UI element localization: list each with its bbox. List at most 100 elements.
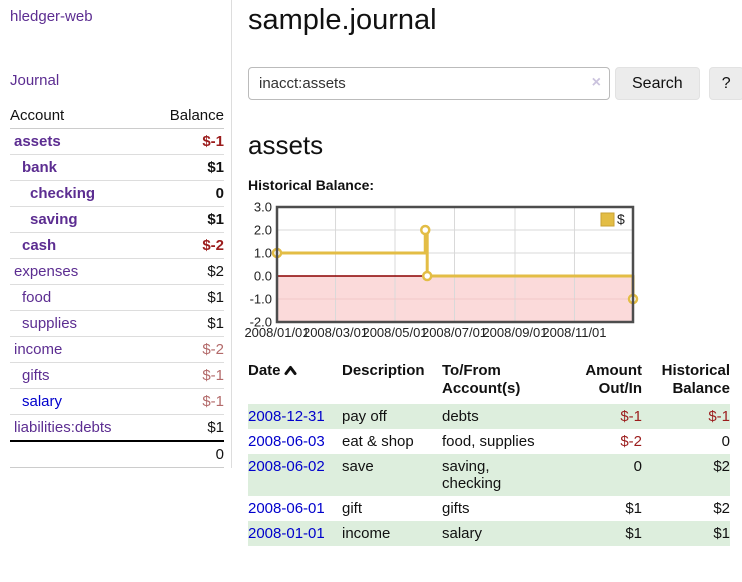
accounts-total-row: 0 [10,440,224,468]
col-header-description: Description [342,362,425,379]
account-row: income $-2 [10,337,224,363]
account-link[interactable]: assets [14,133,61,150]
help-button[interactable]: ? [708,67,742,100]
account-link[interactable]: gifts [22,367,50,384]
account-heading: assets [248,130,324,160]
transaction-balance: $-1 [642,404,730,429]
transaction-date-link[interactable]: 2008-06-03 [248,433,325,450]
transaction-row: 2008-06-01 gift gifts $1 $2 [248,496,730,521]
account-balance: $-1 [202,133,224,150]
account-row: liabilities:debts $1 [10,415,224,440]
chart-title: Historical Balance: [248,177,375,193]
sidebar-item-journal[interactable]: Journal [10,72,60,89]
x-axis-tick-label: 2008/05/01 [362,325,427,340]
transaction-amount: 0 [572,454,642,496]
sort-ascending-icon [284,366,297,375]
search-bar: × Search ? [248,67,742,100]
transaction-description: gift [342,500,363,517]
accounts-table-header: Account Balance [10,103,224,129]
app-title-link[interactable]: hledger-web [10,8,93,25]
account-link[interactable]: salary [22,393,63,410]
account-row: assets $-1 [10,129,224,155]
account-balance: $1 [207,289,224,306]
y-axis-tick-label: 1.0 [254,246,272,261]
x-axis-tick-label: 2008/01/01 [244,325,309,340]
y-axis-tick-label: -2.0 [250,315,272,330]
sidebar: hledger-web Journal Account Balance asse… [0,0,232,468]
transaction-balance: $2 [642,454,730,496]
y-axis-tick-label: -1.0 [250,292,272,307]
transaction-accounts: gifts [442,500,470,517]
account-link[interactable]: liabilities:debts [14,419,112,436]
transaction-amount: $1 [572,521,642,546]
transaction-row: 2008-01-01 income salary $1 $1 [248,521,730,546]
main-content: sample.journal × Search ? assets Histori… [232,0,742,546]
clear-search-icon[interactable]: × [591,74,601,91]
transaction-accounts: food, supplies [442,433,535,450]
transaction-description: save [342,454,442,496]
x-axis-tick-label: 2008/11/01 [542,325,606,340]
search-box: × [248,67,610,100]
transaction-row: 2008-06-02 save saving, checking 0 $2 [248,454,730,496]
account-balance: $-1 [202,393,224,410]
transaction-balance: $2 [713,500,730,517]
historical-balance-chart: $ -2.0 -1.0 0.0 1.0 2.0 3.0 2008/01/012008/03/0… [244,201,639,340]
transaction-row: 2008-12-31 pay off debts $-1 $-1 [248,404,730,429]
x-axis-tick-label: 2008/09/01 [482,325,547,340]
accounts-table: Account Balance assets $-1 bank $1 checking 0… [10,103,224,468]
y-axis-tick-label: 2.0 [254,223,272,238]
account-link[interactable]: supplies [22,315,78,332]
account-balance: $2 [207,263,224,280]
transaction-amount: $1 [625,500,642,517]
col-header-date[interactable]: Date [248,359,342,404]
account-row: cash $-2 [10,233,224,259]
transaction-accounts: debts [442,404,572,429]
transaction-date-link[interactable]: 2008-01-01 [248,521,342,546]
account-link[interactable]: checking [30,185,96,202]
transaction-accounts: salary [442,521,572,546]
transaction-description: income [342,521,442,546]
x-axis-tick-label: 2008/03/01 [303,325,368,340]
account-balance: $1 [207,159,224,176]
account-row: gifts $-1 [10,363,224,389]
account-row: supplies $1 [10,311,224,337]
transaction-amount: $-2 [620,433,642,450]
accounts-col-balance: Balance [169,107,224,124]
transaction-description: pay off [342,404,442,429]
transaction-date-link[interactable]: 2008-06-02 [248,454,342,496]
account-balance: $1 [207,211,224,228]
transactions-header-row: Date Description To/From Account(s) Amou… [248,359,730,404]
transactions-table: Date Description To/From Account(s) Amou… [248,359,730,546]
col-header-balance: Historical Balance [661,362,730,397]
account-link[interactable]: bank [22,159,58,176]
accounts-list: assets $-1 bank $1 checking 0 saving $1 cash $-2 e… [10,129,224,440]
search-button[interactable]: Search [615,67,700,100]
account-balance: $-2 [202,341,224,358]
account-link[interactable]: expenses [14,263,79,280]
account-row: saving $1 [10,207,224,233]
chart-legend-label: $ [617,211,625,227]
account-row: expenses $2 [10,259,224,285]
account-balance: $1 [207,315,224,332]
account-link[interactable]: saving [30,211,78,228]
account-balance: $-1 [202,367,224,384]
transaction-date-link[interactable]: 2008-12-31 [248,404,342,429]
account-link[interactable]: cash [22,237,57,254]
transaction-date-link[interactable]: 2008-06-01 [248,500,325,517]
transaction-description: eat & shop [342,433,414,450]
col-header-amount: Amount Out/In [585,362,642,397]
col-header-account: To/From Account(s) [442,362,521,397]
account-balance: $1 [207,419,224,436]
page: hledger-web Journal Account Balance asse… [0,0,742,546]
account-link[interactable]: food [22,289,52,306]
account-row: salary $-1 [10,389,224,415]
y-axis-tick-label: 3.0 [254,201,272,215]
search-input[interactable] [248,67,610,100]
transaction-row: 2008-06-03 eat & shop food, supplies $-2 0 [248,429,730,454]
transaction-balance: $1 [642,521,730,546]
page-title: sample.journal [248,4,437,36]
x-axis-tick-label: 2008/07/01 [422,325,487,340]
accounts-col-account: Account [10,107,65,124]
account-link[interactable]: income [14,341,63,358]
account-balance: $-2 [202,237,224,254]
